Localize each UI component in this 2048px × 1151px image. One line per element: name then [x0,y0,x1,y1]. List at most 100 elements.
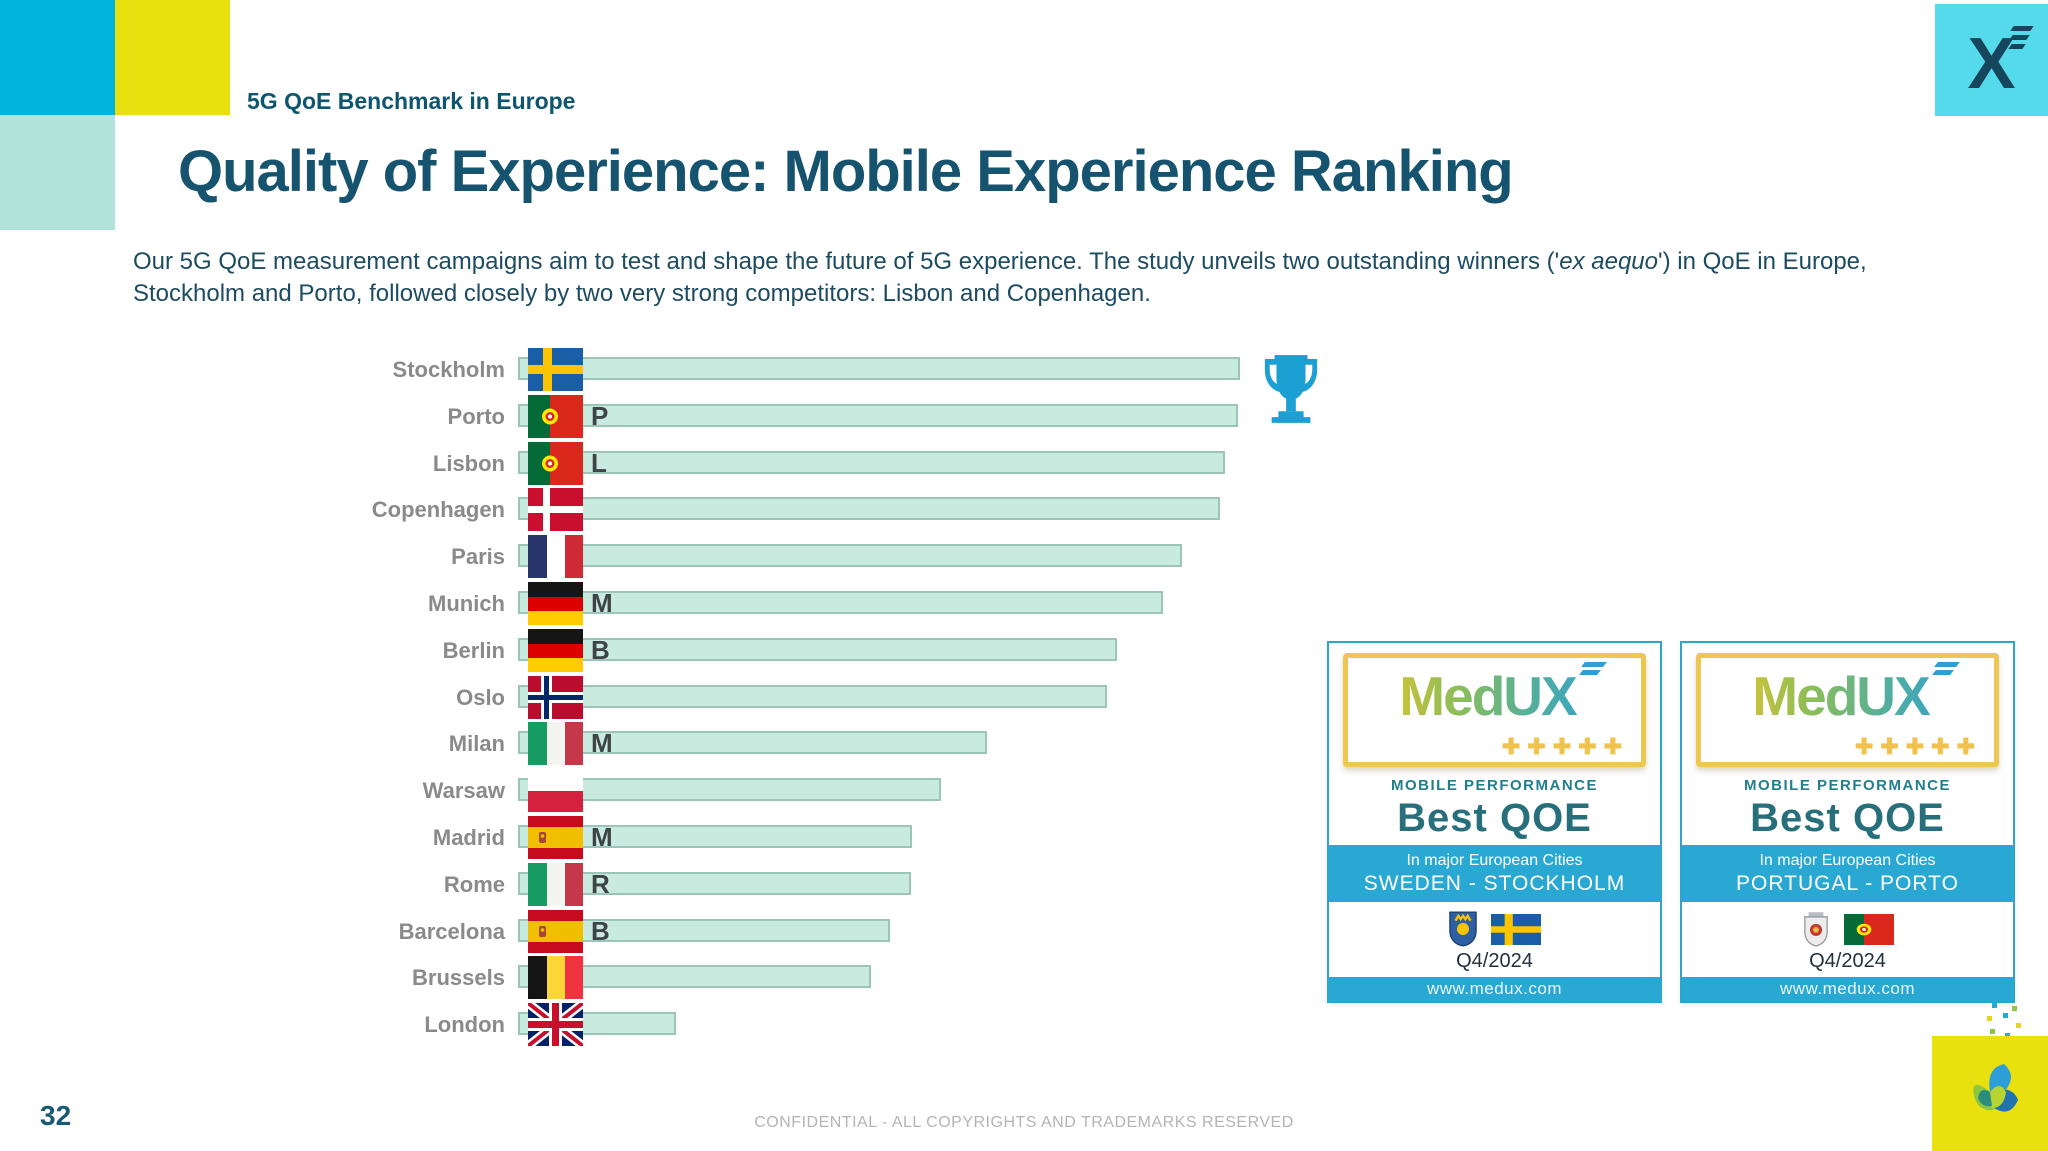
portugal-flag-icon [1843,913,1894,945]
stockholm-coat-of-arms-icon [1448,911,1477,947]
it-flag-icon [528,722,583,765]
chart-row-london: London [0,1003,2048,1046]
chart-row-lisbon: Lisbon L [0,442,2048,485]
bar-oslo [518,685,1107,708]
be-flag-icon [528,956,583,999]
bar-label: Madrid [432,825,505,850]
bar-label: London [424,1012,505,1037]
page-number: 32 [40,1100,72,1131]
bar-warsaw [518,778,941,801]
category-label: MOBILE PERFORMANCE [1744,777,1951,794]
category-label: MOBILE PERFORMANCE [1391,777,1598,794]
chart-row-milan: Milan M [0,722,2048,765]
bar-letter: M [591,728,613,758]
bar-label: Rome [443,872,505,897]
bar-letter: L [591,448,607,478]
badge-location-section: In major European Cities SWEDEN - STOCKH… [1329,845,1660,902]
bar-lisbon [518,451,1225,474]
bar-label: Warsaw [422,778,505,803]
bar-label: Copenhagen [371,497,505,522]
award-title: Best QOE [1397,796,1592,840]
bar-paris [518,544,1182,567]
bar-porto [518,404,1238,427]
dk-flag-icon [528,488,583,531]
bar-label: Munich [428,591,505,616]
medux-logo-box: MedUX ✚✚✚✚✚ [1343,653,1646,767]
chart-row-paris: Paris [0,535,2048,578]
location-label: PORTUGAL - PORTO [1736,872,1959,895]
five-stars-icon: ✚✚✚✚✚ [1501,734,1629,759]
bar-letter: M [591,588,613,618]
sweden-flag-icon [1490,913,1541,945]
pt-flag-icon [528,395,583,438]
decor-square-yellow [115,0,230,115]
x-stripe-icon [1934,662,1960,667]
location-label: SWEDEN - STOCKHOLM [1363,872,1626,895]
website-label: www.medux.com [1682,977,2013,1001]
bar-label: Berlin [442,638,505,663]
chart-row-munich: Munich M [0,582,2048,625]
decor-square-teal [0,115,115,230]
award-title: Best QOE [1750,796,1945,840]
chart-row-warsaw: Warsaw [0,769,2048,812]
qoe-bar-chart: Stockholm Porto P Lisbon L Copenhagen Paris Mun… [0,348,2048,1058]
bar-letter: B [591,916,610,946]
gb-flag-icon [528,1003,583,1046]
scope-label: In major European Cities [1406,852,1583,869]
scope-label: In major European Cities [1759,852,1936,869]
medux-x-icon: X [1967,24,2016,104]
pt-flag-icon [528,442,583,485]
es-flag-icon [528,910,583,953]
bar-brussels [518,965,871,988]
chart-row-porto: Porto P [0,395,2048,438]
de-flag-icon [528,582,583,625]
x-stripe-icon [1581,662,1607,667]
paragraph-text: Our 5G QoE measurement campaigns aim to … [133,248,1560,275]
badge-date-section: Q4/2024 [1329,902,1660,977]
bar-copenhagen [518,497,1220,520]
bar-label: Brussels [412,965,505,990]
decor-square-cyan [0,0,115,115]
confidential-footer: CONFIDENTIAL - ALL COPYRIGHTS AND TRADEM… [754,1114,1294,1131]
medux-logo-box: MedUX ✚✚✚✚✚ [1696,653,1999,767]
badge-performance-section: MOBILE PERFORMANCE Best QOE [1682,767,2013,845]
bar-stockholm [518,357,1240,380]
bar-berlin [518,638,1117,661]
de-flag-icon [528,629,583,672]
x-stripe-icon [2009,35,2030,40]
page-title: Quality of Experience: Mobile Experience… [178,139,1514,204]
bar-madrid [518,825,912,848]
bar-munich [518,591,1163,614]
bar-barcelona [518,919,890,942]
flower-logo-icon [1973,1064,2018,1112]
trophy-icon [1260,352,1322,426]
paragraph-text: ') in QoE in Europe, Stockholm and Porto… [133,248,1867,307]
badge-logo-section: MedUX ✚✚✚✚✚ [1682,643,2013,767]
bar-label: Porto [447,404,505,429]
chart-row-copenhagen: Copenhagen [0,488,2048,531]
bar-label: Paris [451,544,505,569]
medux-wordmark: MedUX [1348,664,1627,728]
badge-performance-section: MOBILE PERFORMANCE Best QOE [1329,767,1660,845]
eyebrow-kicker: 5G QoE Benchmark in Europe [247,88,576,114]
five-stars-icon: ✚✚✚✚✚ [1854,734,1982,759]
website-label: www.medux.com [1329,977,1660,1001]
paragraph-italic-phrase: ex aequo [1559,248,1658,275]
badge-logo-section: MedUX ✚✚✚✚✚ [1329,643,1660,767]
bar-rome [518,872,911,895]
chart-row-berlin: Berlin B [0,629,2048,672]
bar-letter: B [591,635,610,665]
bar-label: Milan [448,731,505,756]
pl-flag-icon [528,769,583,812]
chart-row-madrid: Madrid M [0,816,2048,859]
bar-label: Stockholm [392,357,505,382]
chart-row-rome: Rome R [0,863,2048,906]
chart-row-oslo: Oslo [0,676,2048,719]
period-label: Q4/2024 [1809,950,1886,972]
bar-label: Lisbon [432,451,505,476]
badge-location-section: In major European Cities PORTUGAL - PORT… [1682,845,2013,902]
bar-milan [518,731,987,754]
award-badge-stockholm: MedUX ✚✚✚✚✚ MOBILE PERFORMANCE Best QOE … [1327,641,1662,1003]
fr-flag-icon [528,535,583,578]
